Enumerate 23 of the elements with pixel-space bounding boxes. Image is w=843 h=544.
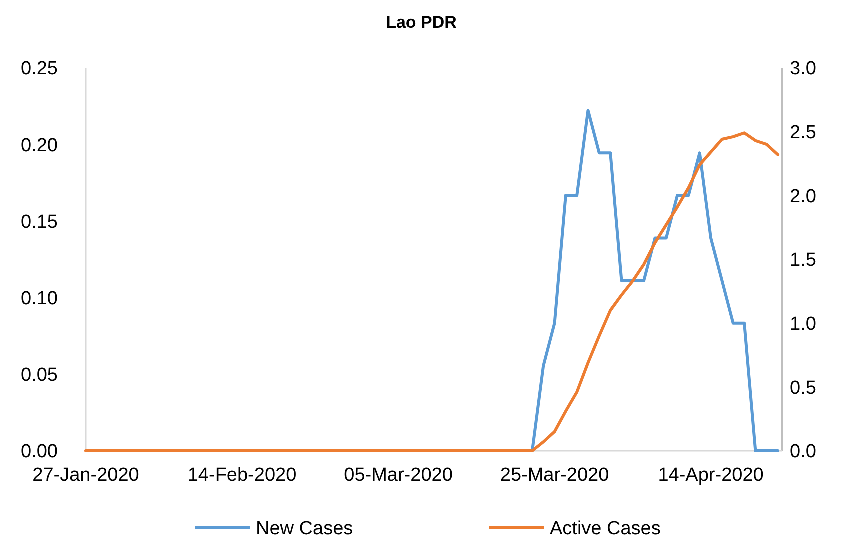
x-tick-label: 14-Feb-2020: [188, 465, 297, 486]
legend-label: New Cases: [256, 518, 354, 540]
y2-tick-label: 2.5: [790, 122, 816, 144]
y2-tick-label: 0.5: [790, 378, 816, 399]
y2-tick-label: 0.0: [790, 442, 816, 463]
y-tick-label: 0.20: [21, 135, 58, 156]
y-tick-label: 0.10: [21, 288, 58, 310]
y2-tick-label: 2.0: [790, 186, 816, 208]
y-tick-label: 0.15: [21, 212, 58, 233]
x-tick-label: 27-Jan-2020: [32, 465, 140, 486]
y2-tick-label: 1.5: [790, 250, 816, 272]
x-tick-label: 14-Apr-2020: [658, 465, 764, 486]
y-tick-label: 0.05: [21, 365, 58, 386]
y2-tick-label: 1.0: [790, 314, 816, 335]
line-series: [84, 132, 780, 452]
legend-label: Active Cases: [550, 518, 661, 540]
line-series: [530, 109, 780, 452]
y2-tick-label: 3.0: [790, 58, 816, 80]
x-tick-label: 25-Mar-2020: [500, 465, 610, 486]
y-tick-label: 0.00: [21, 442, 58, 463]
y-tick-label: 0.25: [21, 58, 58, 80]
chart-title: Lao PDR: [386, 13, 457, 32]
x-tick-label: 05-Mar-2020: [344, 465, 453, 486]
